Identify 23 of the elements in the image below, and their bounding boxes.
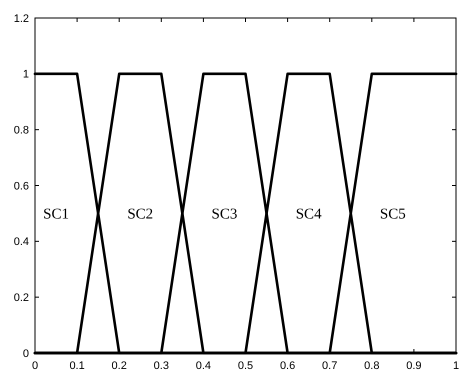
series-label: SC3 bbox=[212, 206, 238, 223]
y-tick-label: 0.2 bbox=[14, 292, 29, 304]
y-tick-label: 1.2 bbox=[14, 12, 29, 25]
y-tick-label: 0 bbox=[22, 348, 29, 360]
series-label: SC5 bbox=[380, 206, 406, 223]
x-tick-label: 0.6 bbox=[280, 360, 296, 372]
y-tick-label: 0.6 bbox=[14, 180, 29, 192]
x-tick-label: 1 bbox=[452, 360, 460, 372]
x-tick-label: 0.4 bbox=[196, 360, 212, 372]
x-tick-label: 0.7 bbox=[322, 360, 338, 372]
series-label: SC2 bbox=[127, 206, 154, 223]
x-tick-label: 0.9 bbox=[406, 360, 422, 372]
x-tick-label: 0 bbox=[32, 360, 38, 372]
y-tick-label: 1 bbox=[22, 68, 29, 81]
x-tick-label: 0.5 bbox=[238, 360, 254, 372]
y-tick-label: 0.4 bbox=[14, 236, 29, 248]
x-tick-label: 0.8 bbox=[364, 360, 380, 372]
x-tick-label: 0.2 bbox=[112, 360, 127, 372]
series-label: SC1 bbox=[43, 206, 69, 223]
y-tick-label: 0.8 bbox=[14, 124, 29, 137]
x-tick-label: 0.3 bbox=[154, 360, 169, 372]
x-tick-label: 0.1 bbox=[69, 360, 85, 372]
series-label: SC4 bbox=[296, 206, 322, 223]
